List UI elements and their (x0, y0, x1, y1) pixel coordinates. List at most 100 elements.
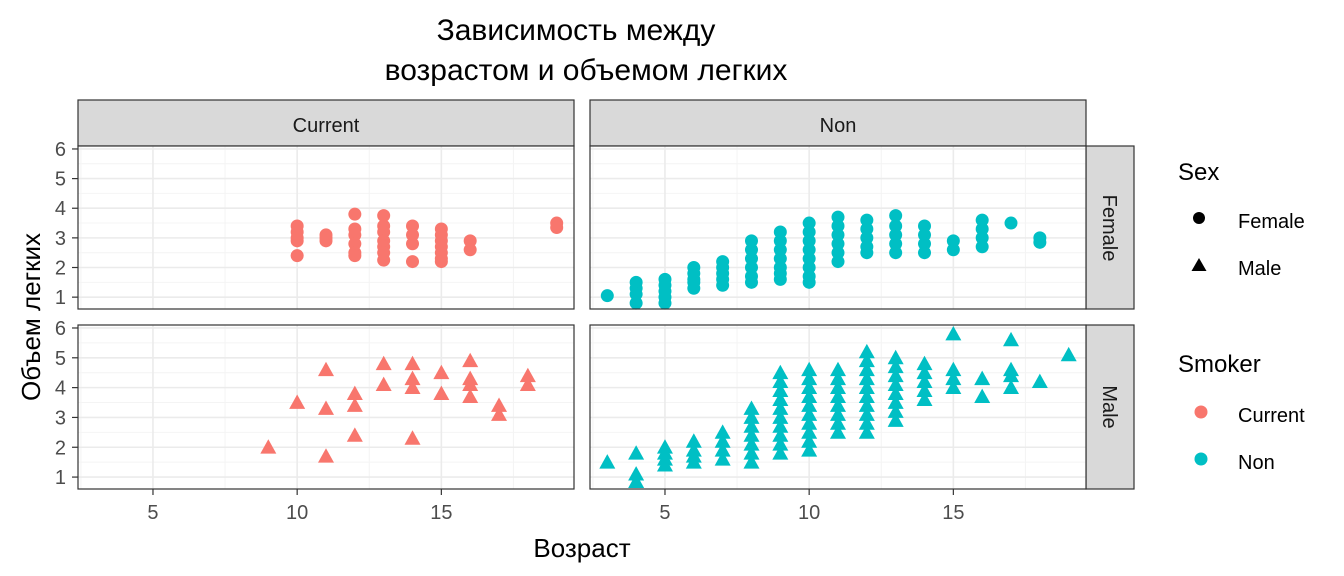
data-point (743, 418, 760, 433)
data-point (1031, 373, 1048, 389)
data-point (830, 406, 846, 421)
data-point (462, 352, 479, 368)
data-point (600, 289, 614, 303)
data-point (830, 397, 846, 412)
data-point (1004, 216, 1018, 230)
data-point (319, 234, 333, 248)
legend-male-key (1191, 258, 1207, 271)
data-point (318, 361, 334, 377)
data-point (773, 252, 787, 266)
data-point (685, 454, 702, 469)
data-point (887, 412, 904, 427)
data-point (656, 457, 673, 472)
data-point (831, 210, 845, 224)
data-point (743, 445, 760, 460)
data-point (858, 343, 875, 359)
data-point (289, 394, 306, 409)
data-point (802, 234, 816, 248)
data-point (831, 237, 845, 251)
data-point (889, 219, 903, 233)
facet-strip-current-label: Current (293, 115, 360, 137)
panel-border (77, 324, 575, 490)
data-point (687, 281, 701, 295)
data-point (1003, 367, 1020, 383)
legend-male-label: Male (1238, 258, 1281, 280)
data-point (463, 234, 477, 248)
data-point (260, 439, 277, 454)
data-point (802, 243, 816, 257)
y-tick-label: 6 (55, 318, 66, 340)
data-point (801, 361, 818, 377)
data-point (433, 364, 450, 380)
x-tick-label: 5 (147, 502, 158, 524)
data-point (519, 367, 536, 383)
data-point (858, 415, 875, 430)
data-point (714, 451, 731, 466)
data-point (743, 409, 760, 424)
data-point (743, 427, 760, 442)
data-point (772, 391, 789, 406)
data-point (889, 209, 903, 223)
data-point (377, 209, 391, 223)
facet-strip-non-label: Non (820, 115, 857, 137)
data-point (1060, 346, 1077, 362)
data-point (404, 379, 421, 395)
data-point (406, 219, 420, 233)
data-point (802, 252, 816, 266)
data-point (406, 255, 420, 269)
chart-title-line-1: Зависимость между (437, 14, 716, 47)
data-point (858, 361, 875, 377)
data-point (802, 225, 816, 239)
data-point (519, 376, 536, 392)
data-point (628, 466, 645, 481)
data-point (916, 355, 933, 371)
data-point (773, 272, 787, 286)
data-point (802, 216, 816, 230)
y-axis-title: Объем легких (16, 233, 46, 401)
data-point (744, 275, 758, 289)
series-non-female (600, 209, 1047, 310)
data-point (801, 388, 818, 403)
data-point (830, 424, 846, 439)
data-point (974, 388, 991, 403)
data-point (743, 400, 760, 415)
data-point (945, 361, 962, 377)
data-point (858, 424, 875, 439)
data-point (830, 361, 846, 377)
axes: 1 2 3 4 5 6 1 2 3 4 5 6 5 10 15 5 10 15 (55, 139, 965, 524)
data-point (685, 433, 702, 448)
data-point (801, 397, 818, 412)
data-point (714, 424, 731, 439)
data-point (772, 418, 789, 433)
data-point (916, 382, 933, 397)
facet-strip-male-label: Male (1098, 385, 1120, 428)
data-point (831, 255, 845, 269)
legend-smoker-title: Smoker (1178, 351, 1261, 378)
data-point (772, 427, 789, 442)
data-point (801, 415, 818, 430)
panels (77, 145, 1087, 490)
data-point (290, 249, 304, 263)
y-tick-label: 4 (55, 198, 66, 220)
data-point (628, 473, 645, 488)
data-point (773, 225, 787, 239)
data-point (831, 228, 845, 242)
data-point (801, 379, 818, 395)
data-point (772, 400, 789, 415)
data-point (830, 379, 846, 395)
data-point (802, 275, 816, 289)
facet-strip-female-label: Female (1098, 195, 1120, 262)
data-point (831, 219, 845, 233)
data-point (889, 246, 903, 260)
data-point (831, 246, 845, 260)
legend-current-key (1194, 405, 1208, 419)
data-point (975, 222, 989, 236)
data-point (802, 261, 816, 275)
data-point (550, 221, 564, 234)
data-point (463, 243, 477, 257)
legend-female-key (1193, 212, 1205, 224)
data-point (744, 234, 758, 248)
legend-non-key (1194, 452, 1208, 466)
y-tick-label: 6 (55, 139, 66, 161)
